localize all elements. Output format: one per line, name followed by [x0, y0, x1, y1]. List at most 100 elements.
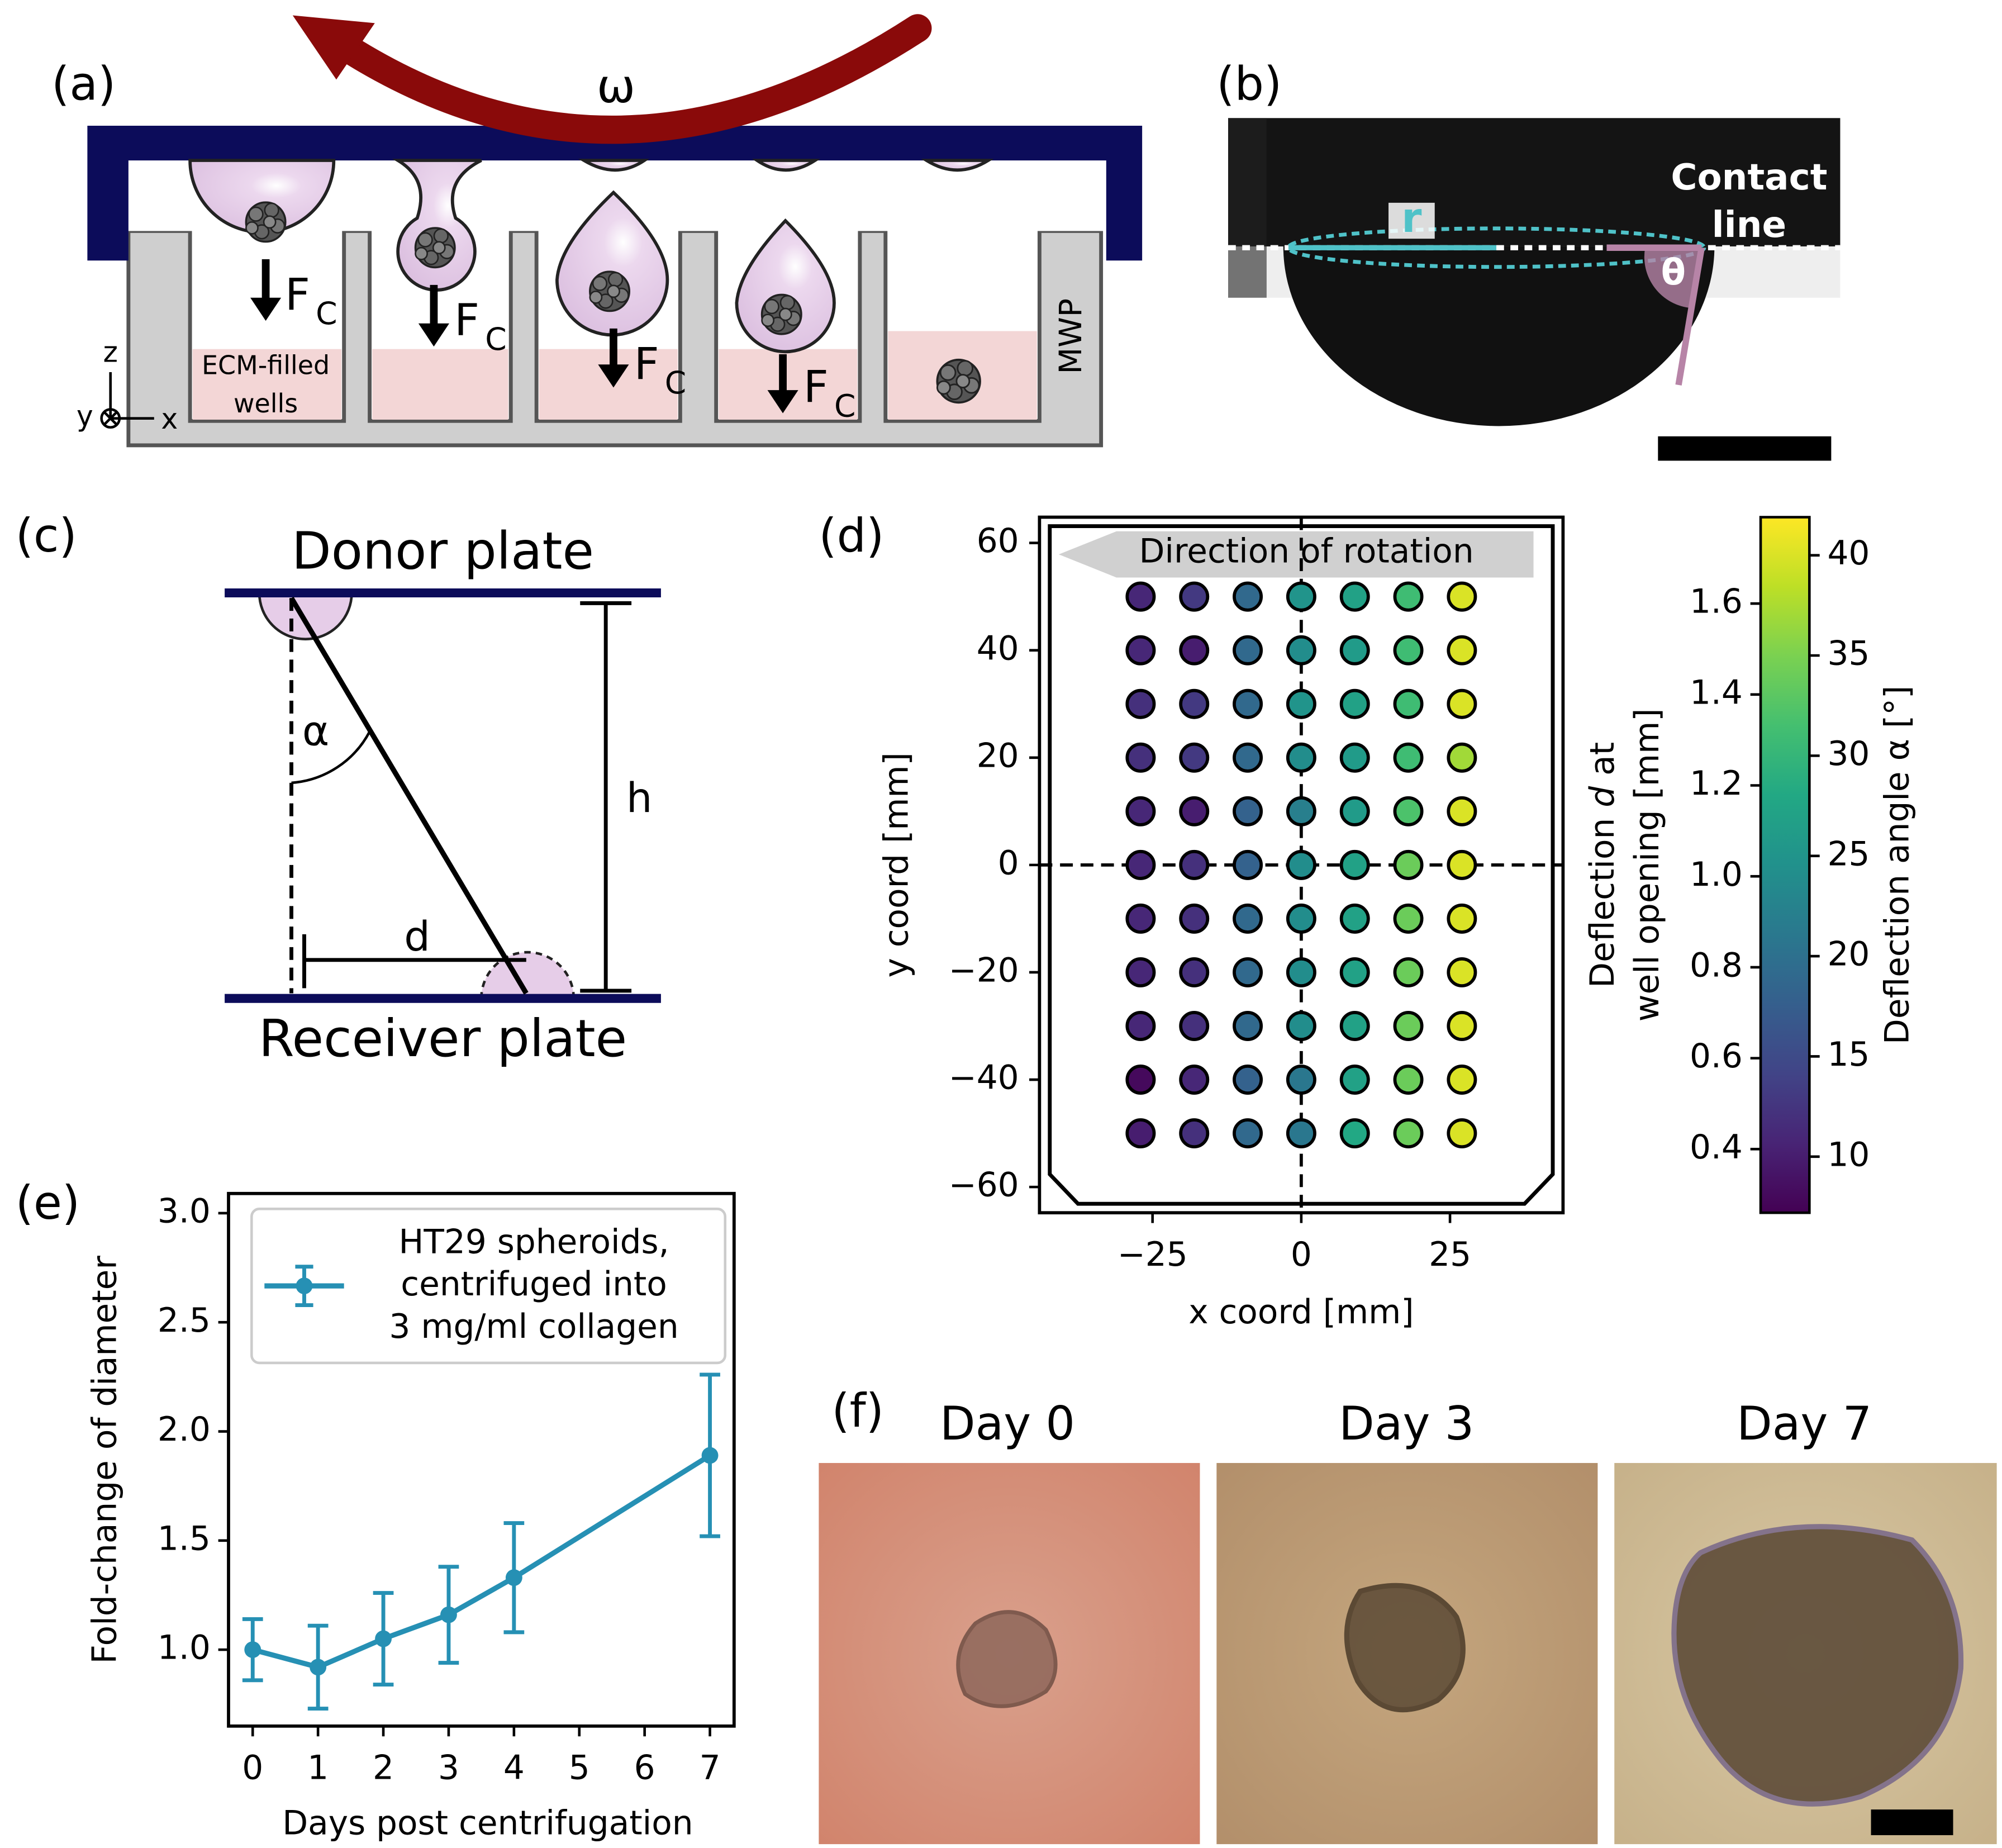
x-axis-label: x coord [mm] — [1188, 1293, 1414, 1332]
point — [1233, 742, 1263, 773]
spheroid — [1344, 1583, 1466, 1713]
point — [244, 1641, 261, 1659]
point — [1339, 581, 1370, 612]
r-box — [1388, 202, 1435, 239]
y-axis-label: y coord [mm] — [877, 752, 916, 977]
point — [310, 1659, 327, 1676]
colorbar-tick-label: 0.8 — [1690, 947, 1743, 985]
contact-label: Contact — [1671, 156, 1827, 198]
point — [440, 1606, 457, 1623]
x-tick-label: 4 — [503, 1749, 525, 1788]
y-tick-label: 60 — [977, 522, 1019, 560]
ecm-label: ECM-filled — [202, 350, 330, 380]
x-tick-label: 7 — [700, 1749, 721, 1788]
point — [1339, 1011, 1370, 1041]
axis-z: z — [103, 335, 118, 368]
panel-b: (b) r Contact line θ — [1216, 58, 1841, 461]
ecm-fill — [192, 331, 1037, 420]
legend-label: HT29 spheroids, centrifuged into 3 mg/ml c… — [389, 1223, 678, 1346]
point — [1447, 635, 1477, 666]
panel-d: (d) — [819, 509, 1555, 1206]
colorbar-d-label: well opening [mm] — [1628, 708, 1667, 1022]
colorbar — [1759, 516, 1811, 1214]
point — [1125, 581, 1156, 612]
x-tick-label: 25 — [1429, 1236, 1471, 1274]
legend-line-text: HT29 spheroids, — [399, 1223, 669, 1261]
colorbar-label: Deflection angle α [°] — [1879, 686, 1917, 1044]
point — [1393, 581, 1424, 612]
point — [1233, 635, 1263, 666]
panel-label: (f) — [831, 1384, 884, 1438]
panel-e: (e) — [16, 1176, 80, 1230]
point — [1447, 1065, 1477, 1095]
axes-icon — [100, 372, 154, 429]
x-tick-label: 5 — [569, 1749, 590, 1788]
point — [505, 1569, 522, 1586]
y-tick-label: 2.0 — [158, 1410, 211, 1449]
point — [1447, 903, 1477, 934]
point — [1393, 1118, 1424, 1149]
line-label: line — [1712, 204, 1786, 246]
plot-frame — [1038, 515, 1565, 1215]
scale-bar — [1871, 1809, 1953, 1836]
point — [1179, 903, 1210, 934]
point — [1393, 635, 1424, 666]
point — [1233, 1065, 1263, 1095]
drop-bottom — [480, 951, 576, 1000]
point — [1447, 581, 1477, 612]
y-tick-label: 1.0 — [158, 1629, 211, 1668]
point — [1179, 581, 1210, 612]
point — [1286, 903, 1316, 934]
omega: ω — [597, 60, 635, 113]
panel-label: (d) — [819, 509, 884, 563]
colorbar-tick-label: 0.6 — [1690, 1037, 1743, 1076]
legend-box — [250, 1208, 727, 1365]
point — [1339, 796, 1370, 826]
point — [1447, 1118, 1477, 1149]
force-sub: C — [485, 321, 506, 357]
x-tick-label: 6 — [634, 1749, 655, 1788]
point — [1233, 796, 1263, 826]
force: F — [634, 339, 659, 389]
panel-f: (f) Day 0 Day 3 Day 7 — [819, 1384, 1997, 1845]
point — [1286, 796, 1316, 826]
point — [1179, 849, 1210, 880]
y-tick-label: 3.0 — [158, 1193, 211, 1231]
point — [701, 1447, 719, 1464]
d-bar — [302, 934, 526, 989]
y-tick-label: 20 — [977, 737, 1019, 775]
spheroid — [956, 1610, 1058, 1708]
panel-label: (b) — [1216, 58, 1282, 111]
x-tick-label: 2 — [373, 1749, 394, 1788]
panel-label: (e) — [16, 1176, 80, 1230]
day-label: Day 0 — [940, 1397, 1075, 1451]
point — [1339, 957, 1370, 987]
point — [1286, 688, 1316, 719]
point — [1447, 742, 1477, 773]
panel-label: (c) — [16, 509, 77, 563]
label-part: d — [1583, 786, 1621, 818]
series-line — [252, 1453, 711, 1670]
force: F — [454, 296, 479, 346]
panel-a: (a) ω F C F C F C F C ECM-filled wells M… — [51, 14, 1143, 448]
plot-frame — [227, 1191, 736, 1728]
legend-line-text: centrifuged into — [401, 1265, 667, 1304]
point — [1286, 957, 1316, 987]
point — [1233, 903, 1263, 934]
tangent — [1675, 247, 1705, 386]
point — [1339, 903, 1370, 934]
colorbar-tick-label: 10 — [1827, 1136, 1870, 1174]
alpha-label: α — [302, 708, 329, 756]
point — [1339, 1118, 1370, 1149]
donor-plate — [87, 126, 1143, 261]
point — [1393, 903, 1424, 934]
x-tick-label: 0 — [242, 1749, 263, 1788]
alpha-arc — [291, 730, 371, 785]
contact-ellipse — [1286, 226, 1706, 269]
colorbar-tick-label: 20 — [1827, 935, 1870, 974]
colorbar-tick-label: 1.4 — [1690, 673, 1743, 712]
droplets — [188, 159, 994, 354]
point — [1447, 957, 1477, 987]
point — [1233, 957, 1263, 987]
